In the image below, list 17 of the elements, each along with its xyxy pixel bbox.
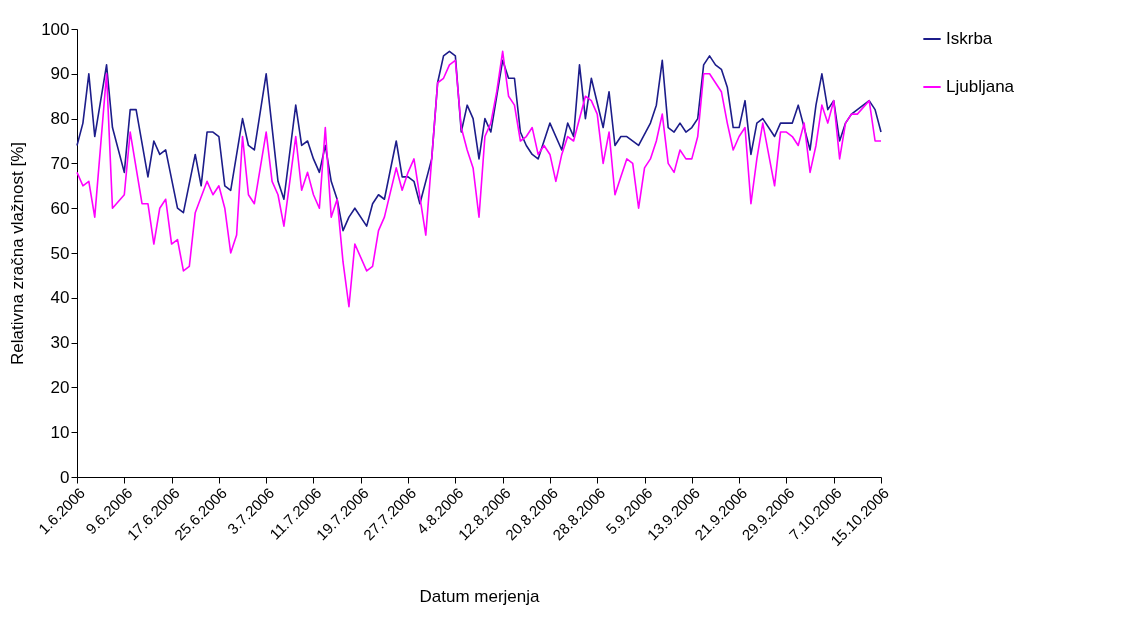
y-tick-label: 30 [50,333,70,353]
y-tick-label: 100 [41,19,70,39]
y-tick-label: 80 [50,109,70,129]
y-axis-title: Relativna zračna vlažnost [%] [8,142,28,365]
legend-label: Ljubljana [946,77,1015,96]
y-tick-label: 20 [50,377,70,397]
y-tick-label: 90 [50,64,70,84]
line-series [76,50,882,232]
y-tick-label: 50 [50,243,70,263]
y-tick-label: 60 [50,198,70,218]
y-tick-label: 10 [50,422,70,442]
y-tick-label: 70 [50,153,70,173]
x-axis-title: Datum merjenja [419,587,541,607]
y-tick-label: 0 [60,467,70,487]
legend-label: Iskrba [946,29,993,48]
y-tick-label: 40 [50,288,70,308]
line-series [76,50,882,308]
